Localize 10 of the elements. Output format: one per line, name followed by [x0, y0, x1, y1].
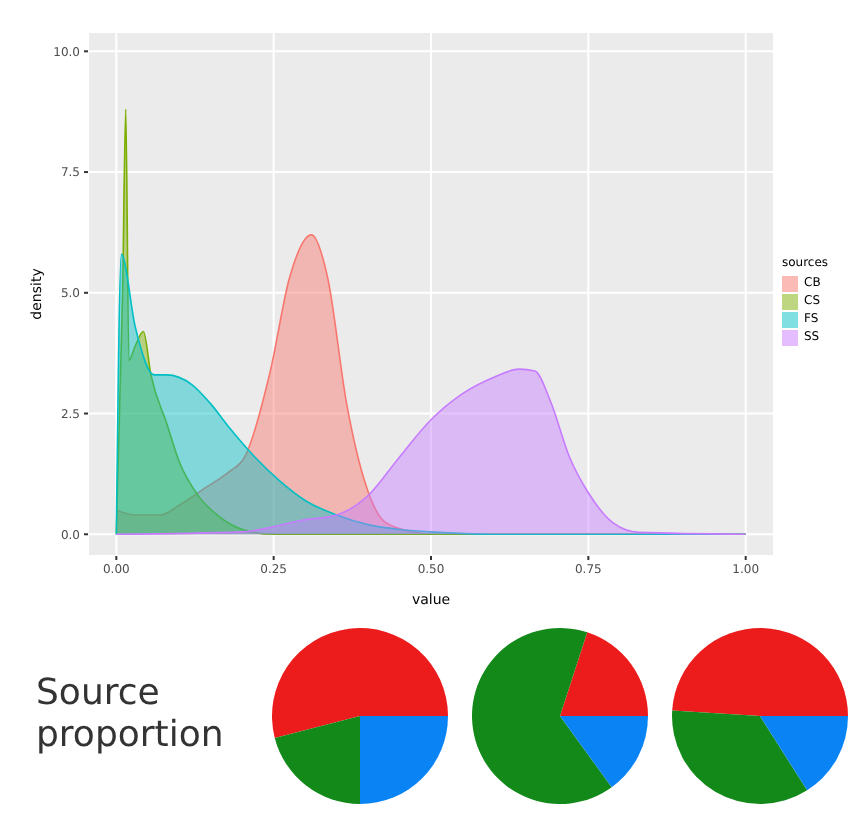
pie-slice — [672, 710, 808, 804]
pie-slice — [360, 716, 448, 804]
pie-slice — [560, 716, 648, 788]
pie-slice — [274, 716, 360, 804]
pie-slice — [560, 632, 648, 716]
pie-slice — [472, 628, 612, 804]
pie-slice — [672, 628, 848, 716]
source-note: Source proportion — [34, 672, 226, 758]
pie-slice — [760, 716, 848, 791]
pie-slice — [272, 628, 448, 738]
